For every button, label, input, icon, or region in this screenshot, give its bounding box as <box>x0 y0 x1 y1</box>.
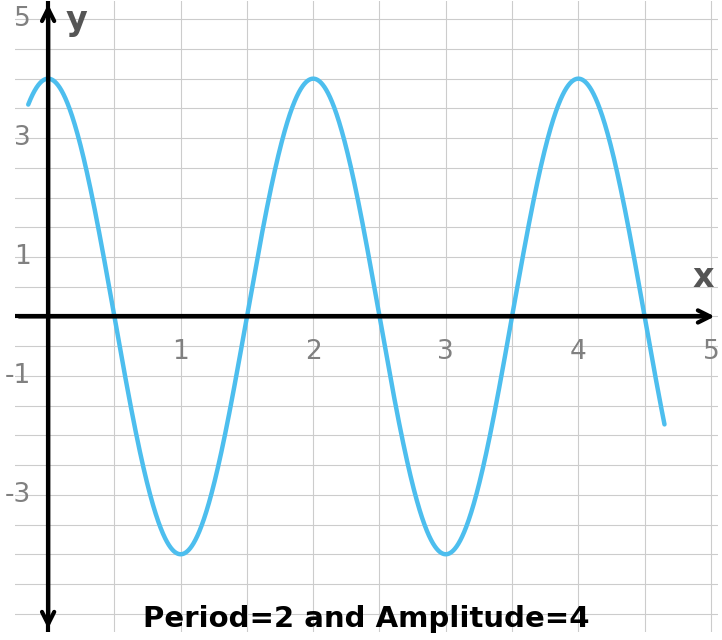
Text: 4: 4 <box>570 339 587 365</box>
Text: 2: 2 <box>305 339 321 365</box>
Text: 3: 3 <box>438 339 454 365</box>
Text: 3: 3 <box>14 125 31 151</box>
Text: 1: 1 <box>173 339 189 365</box>
Text: x: x <box>692 261 713 294</box>
Text: -3: -3 <box>4 482 31 508</box>
Text: -1: -1 <box>4 363 31 389</box>
Text: y: y <box>65 4 87 37</box>
Text: 1: 1 <box>14 244 31 270</box>
Text: Period=2 and Amplitude=4: Period=2 and Amplitude=4 <box>143 605 589 633</box>
Text: 5: 5 <box>14 6 31 32</box>
Text: 5: 5 <box>703 339 719 365</box>
